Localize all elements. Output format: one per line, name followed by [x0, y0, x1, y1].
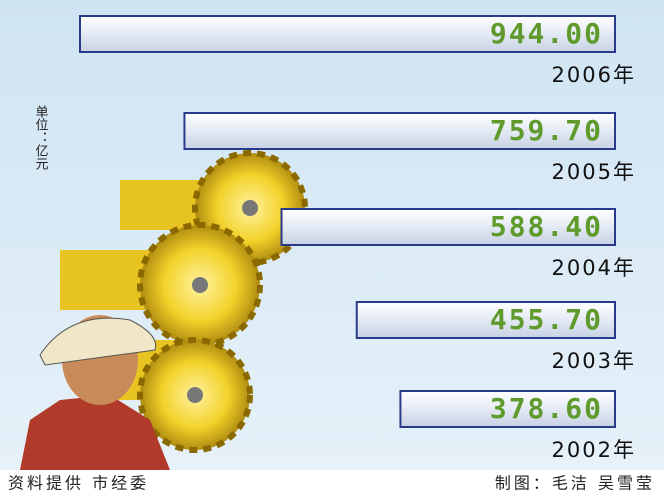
value-label: 759.70 [490, 114, 603, 147]
category-label: 2003年 [552, 349, 636, 373]
value-label: 378.60 [490, 392, 603, 425]
credit: 制图：毛洁 吴雪莹 [495, 474, 655, 493]
category-label: 2004年 [552, 256, 636, 280]
value-label: 588.40 [490, 210, 603, 243]
source: 资料提供 市经委 [8, 474, 149, 493]
category-label: 2002年 [552, 438, 636, 462]
unit-label: 单位：亿元 [33, 105, 49, 171]
value-label: 455.70 [490, 303, 603, 336]
category-label: 2006年 [552, 63, 636, 87]
category-label: 2005年 [552, 160, 636, 184]
value-label: 944.00 [490, 17, 603, 50]
chart: 单位：亿元 资料提供 市经委 制图：毛洁 吴雪莹 944.00 2006年 759.… [0, 0, 664, 493]
